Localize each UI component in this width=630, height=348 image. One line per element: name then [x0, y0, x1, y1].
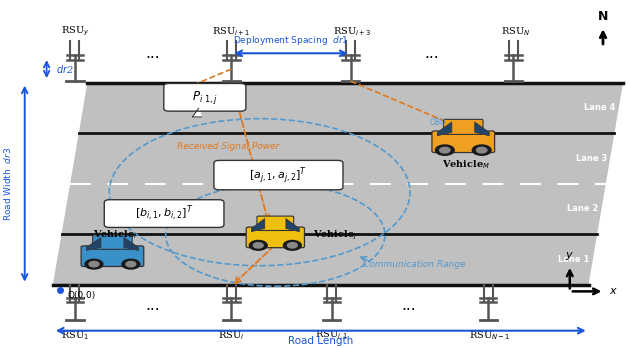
- Circle shape: [89, 261, 99, 267]
- Text: O(0,0): O(0,0): [68, 291, 96, 300]
- FancyBboxPatch shape: [214, 160, 343, 190]
- Text: OBU: OBU: [430, 118, 447, 127]
- Text: $y$: $y$: [565, 250, 575, 262]
- FancyBboxPatch shape: [246, 227, 304, 248]
- Text: ...: ...: [146, 46, 161, 61]
- Circle shape: [122, 259, 140, 269]
- Text: Lane 4: Lane 4: [584, 103, 616, 112]
- Text: ...: ...: [146, 298, 161, 313]
- Polygon shape: [475, 122, 490, 136]
- Text: Received Signal Power: Received Signal Power: [177, 142, 280, 151]
- Text: ...: ...: [401, 298, 416, 313]
- Circle shape: [249, 240, 267, 250]
- Text: $\left[a_{j,1},a_{j,2}\right]^T$: $\left[a_{j,1},a_{j,2}\right]^T$: [249, 165, 307, 185]
- Text: $P_{i\ 1,j}$: $P_{i\ 1,j}$: [192, 89, 218, 106]
- Text: $dr$2: $dr$2: [56, 63, 74, 75]
- FancyBboxPatch shape: [81, 246, 144, 267]
- Text: RSU$_i$: RSU$_i$: [219, 329, 244, 342]
- Circle shape: [287, 243, 297, 248]
- Text: RSU$_{N-1}$: RSU$_{N-1}$: [469, 329, 511, 342]
- Polygon shape: [124, 237, 139, 251]
- Text: Lane 1: Lane 1: [558, 255, 590, 264]
- Text: Vehicle$_j$: Vehicle$_j$: [312, 228, 357, 242]
- Polygon shape: [251, 219, 265, 232]
- Circle shape: [126, 261, 136, 267]
- Circle shape: [85, 259, 103, 269]
- Text: Communication Range: Communication Range: [363, 260, 466, 269]
- Circle shape: [435, 145, 454, 155]
- FancyBboxPatch shape: [105, 200, 224, 228]
- FancyBboxPatch shape: [164, 84, 246, 111]
- Text: Lane 3: Lane 3: [576, 154, 607, 163]
- Text: RSU$_{i+3}$: RSU$_{i+3}$: [333, 25, 372, 38]
- Text: Vehicle$_M$: Vehicle$_M$: [442, 158, 491, 171]
- FancyBboxPatch shape: [432, 131, 495, 152]
- Text: RSU$_N$: RSU$_N$: [501, 25, 530, 38]
- Circle shape: [440, 147, 450, 153]
- Text: Deployment Spacing  $dr$1: Deployment Spacing $dr$1: [233, 34, 349, 47]
- Text: RSU$_{i+1}$: RSU$_{i+1}$: [212, 25, 251, 38]
- FancyBboxPatch shape: [93, 235, 132, 249]
- FancyBboxPatch shape: [257, 216, 294, 230]
- Text: ...: ...: [425, 46, 439, 61]
- FancyBboxPatch shape: [444, 119, 483, 134]
- Polygon shape: [286, 219, 299, 232]
- Polygon shape: [53, 83, 623, 285]
- Text: N: N: [598, 10, 608, 23]
- Text: RSU$_y$: RSU$_y$: [60, 25, 89, 38]
- Polygon shape: [437, 122, 452, 136]
- Polygon shape: [86, 237, 101, 251]
- Circle shape: [284, 240, 301, 250]
- Polygon shape: [192, 109, 202, 117]
- Text: RSU$_1$: RSU$_1$: [61, 329, 89, 342]
- Text: RSU$_{i,1}$: RSU$_{i,1}$: [315, 329, 348, 343]
- Text: $\left[b_{i,1},b_{i,2}\right]^T$: $\left[b_{i,1},b_{i,2}\right]^T$: [135, 204, 193, 223]
- Text: Road Width  $dr$3: Road Width $dr$3: [2, 147, 13, 221]
- Circle shape: [253, 243, 263, 248]
- Circle shape: [476, 147, 487, 153]
- Circle shape: [472, 145, 491, 155]
- Text: $x$: $x$: [609, 286, 618, 296]
- Text: Lane 2: Lane 2: [567, 204, 598, 213]
- Text: Vehicle$_i$: Vehicle$_i$: [93, 228, 138, 241]
- Text: Road Length: Road Length: [288, 336, 353, 346]
